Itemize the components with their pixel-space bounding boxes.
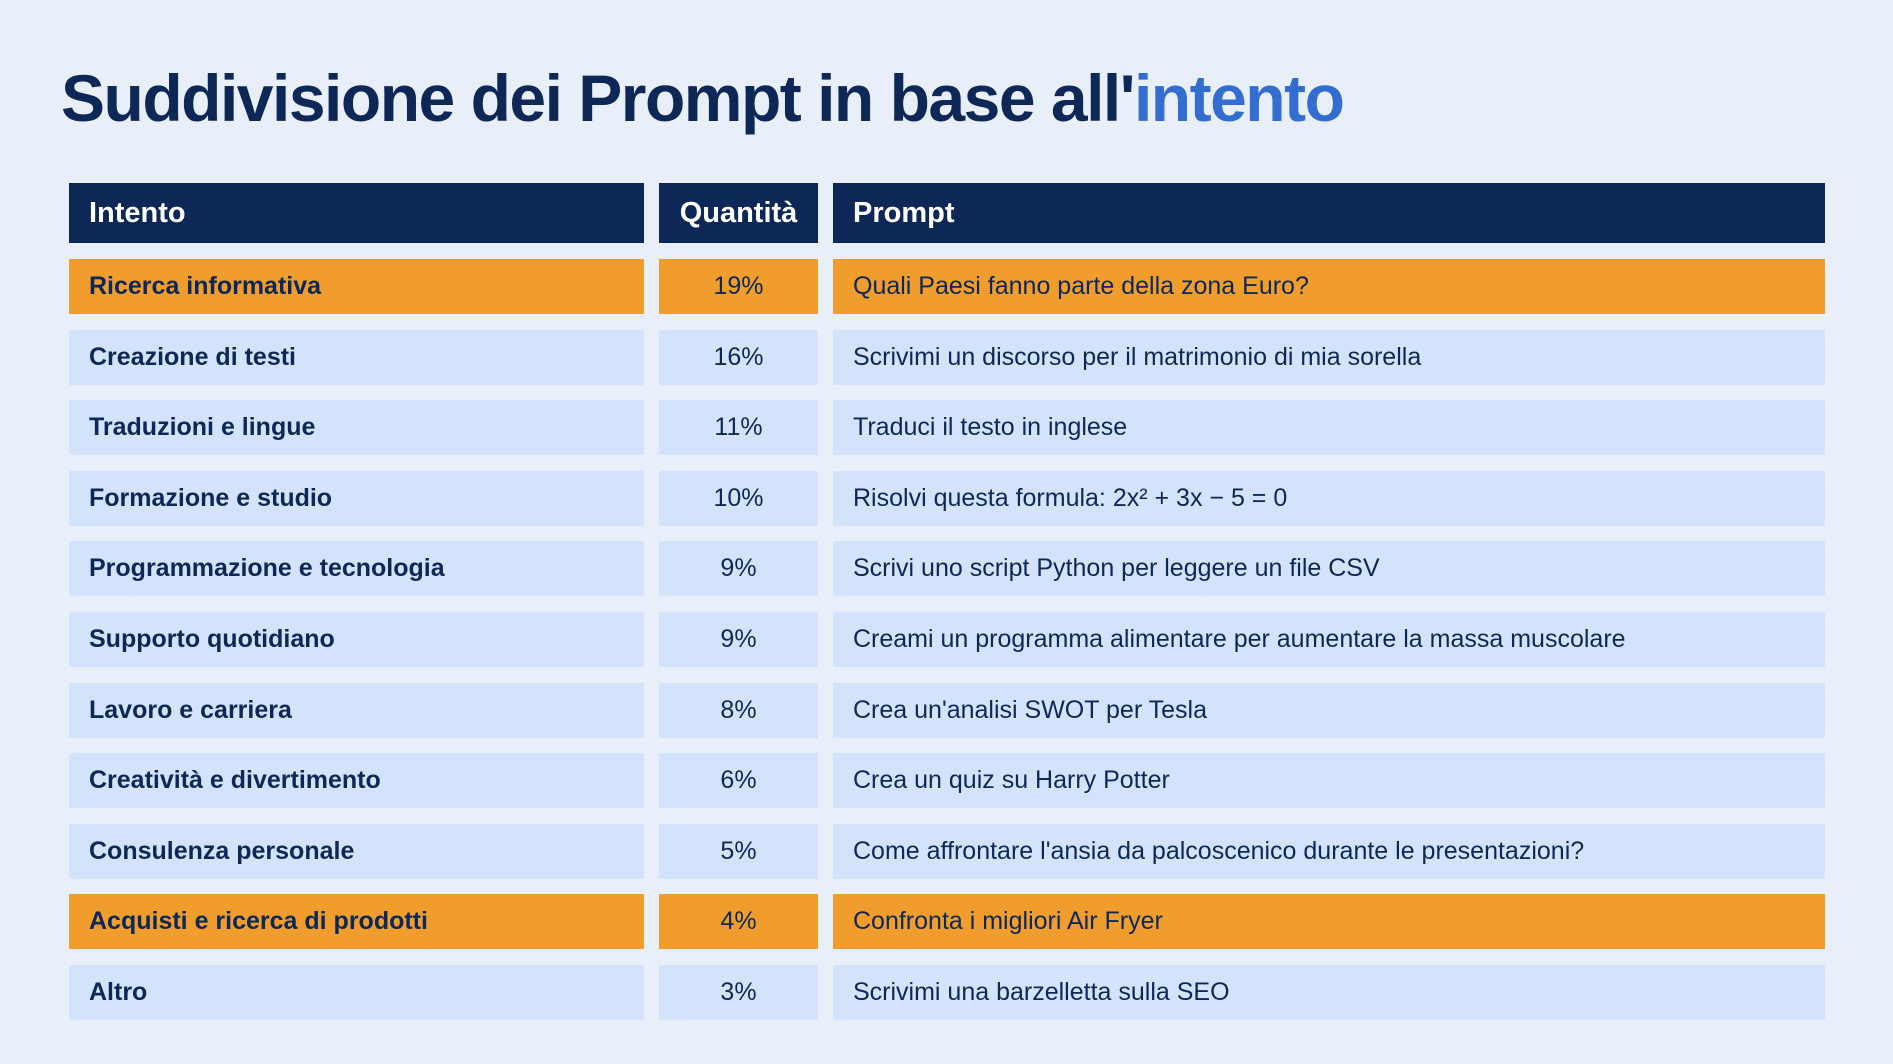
table-body: Ricerca informativa 19% Quali Paesi fanno … (69, 259, 1825, 1020)
intent-cell: Consulenza personale (69, 823, 644, 879)
title-accent: intento (1133, 61, 1345, 135)
table-row: Lavoro e carriera 8% Crea un'analisi SWOT … (69, 682, 1825, 738)
prompt-cell: Creami un programma alimentare per aumen… (833, 611, 1825, 667)
intent-cell: Lavoro e carriera (69, 682, 644, 738)
intent-cell: Creazione di testi (69, 329, 644, 385)
quantity-cell: 6% (659, 753, 818, 809)
table-row: Formazione e studio 10% Risolvi questa for… (69, 470, 1825, 526)
intent-cell: Acquisti e ricerca di prodotti (69, 894, 644, 950)
page-title: Suddivisione dei Prompt in base all'inte… (61, 56, 1345, 140)
table-row: Altro 3% Scrivimi una barzelletta sulla SE… (69, 964, 1825, 1020)
prompt-cell: Come affrontare l'ansia da palcoscenico … (833, 823, 1825, 879)
intent-cell: Formazione e studio (69, 470, 644, 526)
prompt-cell: Crea un quiz su Harry Potter (833, 753, 1825, 809)
prompt-cell: Traduci il testo in inglese (833, 400, 1825, 456)
intent-cell: Traduzioni e lingue (69, 400, 644, 456)
prompt-cell: Crea un'analisi SWOT per Tesla (833, 682, 1825, 738)
quantity-cell: 19% (659, 259, 818, 314)
prompt-cell: Scrivimi una barzelletta sulla SEO (833, 964, 1825, 1020)
intent-cell: Altro (69, 964, 644, 1020)
prompt-cell: Confronta i migliori Air Fryer (833, 894, 1825, 950)
title-main: Suddivisione dei Prompt in base all' (61, 61, 1135, 135)
quantity-cell: 8% (659, 682, 818, 738)
intent-table: Intento Quantità Prompt Ricerca informat… (69, 183, 1825, 1036)
prompt-cell: Risolvi questa formula: 2x² + 3x − 5 = 0 (833, 470, 1825, 526)
header-intent: Intento (69, 183, 644, 243)
header-prompt: Prompt (833, 183, 1825, 243)
prompt-cell: Scrivi uno script Python per leggere un … (833, 541, 1825, 597)
quantity-cell: 4% (659, 894, 818, 950)
quantity-cell: 9% (659, 611, 818, 667)
quantity-cell: 16% (659, 329, 818, 385)
quantity-cell: 11% (659, 400, 818, 456)
prompt-cell: Scrivimi un discorso per il matrimonio d… (833, 329, 1825, 385)
intent-cell: Supporto quotidiano (69, 611, 644, 667)
quantity-cell: 10% (659, 470, 818, 526)
header-quantity: Quantità (659, 183, 818, 243)
prompt-cell: Quali Paesi fanno parte della zona Euro? (833, 259, 1825, 314)
table-row: Creatività e divertimento 6% Crea un quiz … (69, 753, 1825, 809)
quantity-cell: 9% (659, 541, 818, 597)
table-row: Creazione di testi 16% Scrivimi un discors… (69, 329, 1825, 385)
quantity-cell: 3% (659, 964, 818, 1020)
table-row: Ricerca informativa 19% Quali Paesi fanno … (69, 259, 1825, 314)
intent-cell: Ricerca informativa (69, 259, 644, 314)
table-row: Programmazione e tecnologia 9% Scrivi uno … (69, 541, 1825, 597)
intent-cell: Creatività e divertimento (69, 753, 644, 809)
table-row: Supporto quotidiano 9% Creami un programma… (69, 611, 1825, 667)
quantity-cell: 5% (659, 823, 818, 879)
table-row: Traduzioni e lingue 11% Traduci il testo i… (69, 400, 1825, 456)
table-row: Consulenza personale 5% Come affrontare l'… (69, 823, 1825, 879)
table-row: Acquisti e ricerca di prodotti 4% Confront… (69, 894, 1825, 950)
intent-cell: Programmazione e tecnologia (69, 541, 644, 597)
table-header: Intento Quantità Prompt (69, 183, 1825, 243)
